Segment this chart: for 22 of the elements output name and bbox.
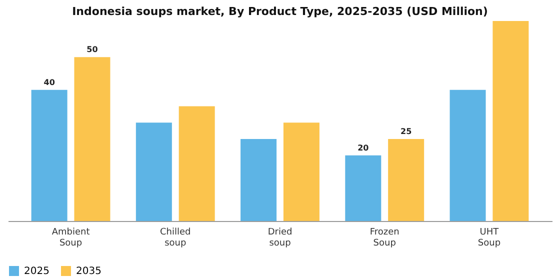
bar (74, 57, 110, 221)
bar (136, 122, 172, 221)
x-tick-label: Ambient Soup (52, 228, 90, 248)
bar (450, 90, 486, 221)
x-tick-label: UHT Soup (478, 228, 501, 248)
bar (283, 122, 320, 221)
x-tick-label: Chilled soup (160, 228, 191, 248)
data-label: 40 (44, 78, 56, 87)
bar (31, 90, 68, 221)
bar (240, 139, 277, 221)
bar (492, 21, 529, 221)
bar (388, 139, 424, 221)
bar (345, 155, 382, 221)
x-tick-label: Frozen Soup (370, 228, 400, 248)
data-label: 25 (400, 127, 412, 136)
data-label: 50 (86, 45, 98, 54)
bar (178, 106, 215, 221)
x-tick-label: Dried soup (268, 228, 292, 248)
data-label: 20 (358, 143, 370, 152)
legend-label: 2035 (76, 266, 102, 277)
legend-label: 2025 (24, 266, 50, 277)
chart-title: Indonesia soups market, By Product Type, 2025-2035 (USD Million) (72, 5, 488, 18)
